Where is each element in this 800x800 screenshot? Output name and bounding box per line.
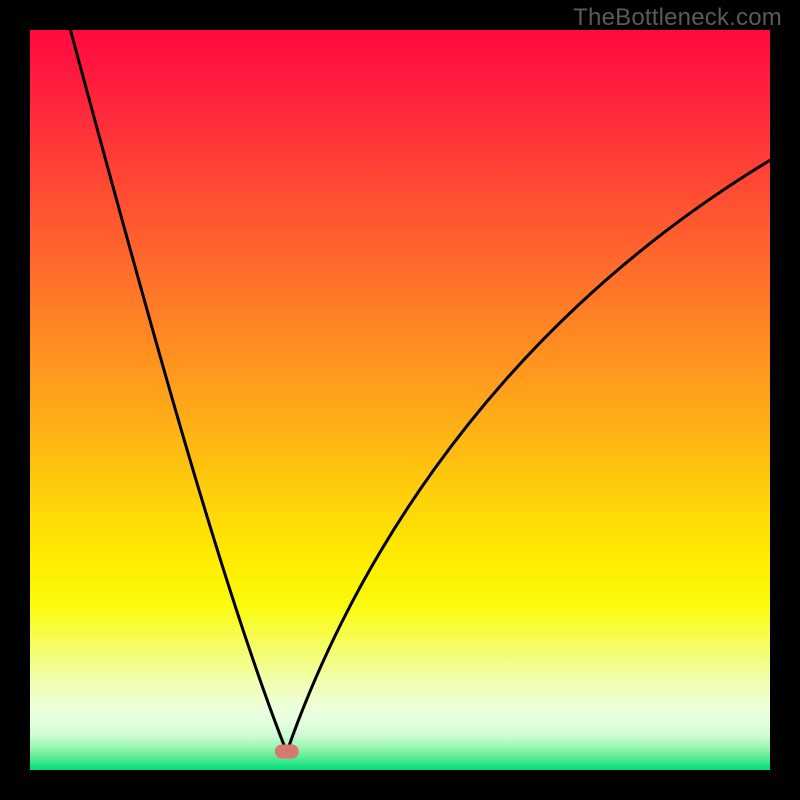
watermark-text: TheBottleneck.com xyxy=(573,4,782,32)
minimum-marker xyxy=(275,745,299,759)
plot-area xyxy=(30,30,770,770)
bottleneck-curve xyxy=(68,30,770,752)
chart-frame: TheBottleneck.com xyxy=(0,0,800,800)
bottleneck-curve-layer xyxy=(30,30,770,770)
